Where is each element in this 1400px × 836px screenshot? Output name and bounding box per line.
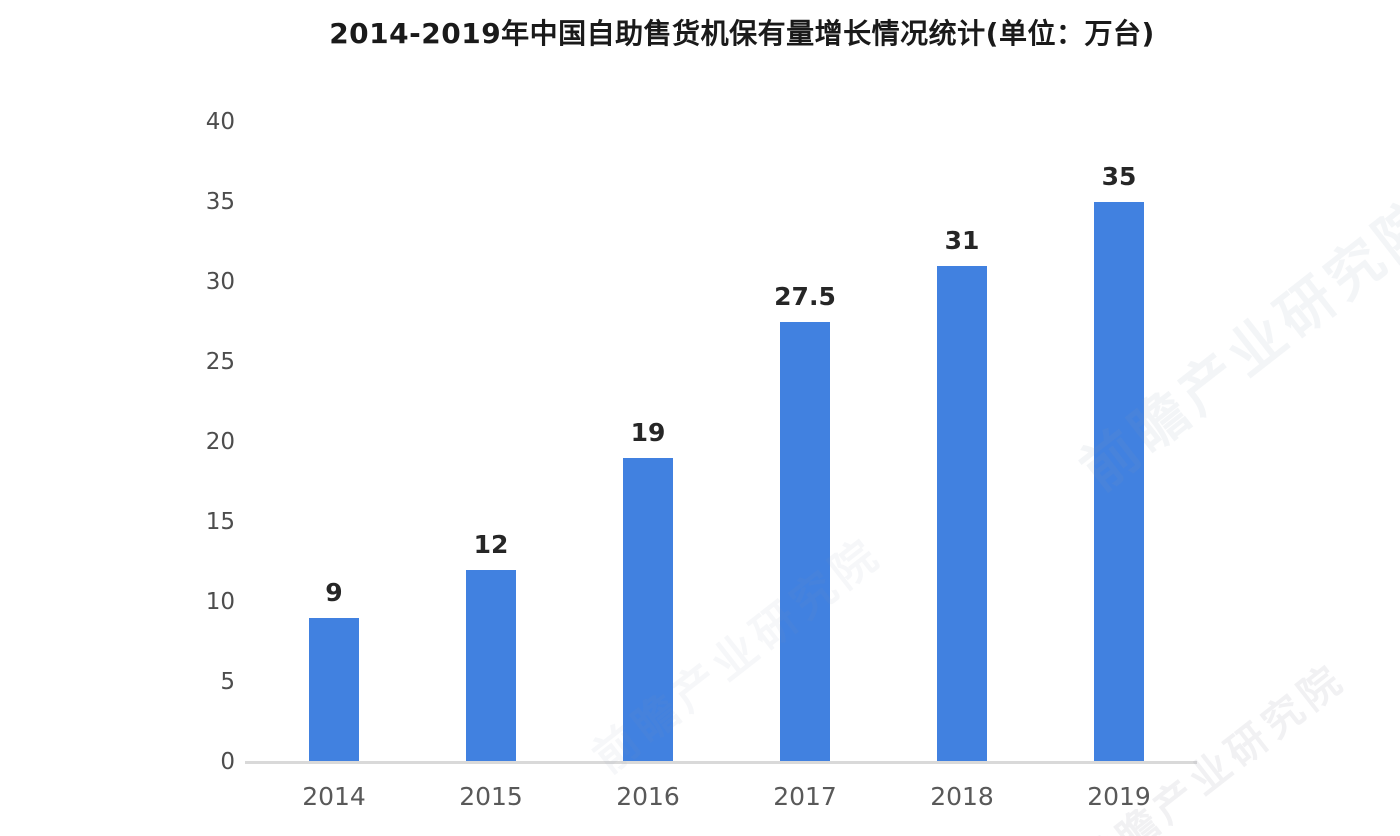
x-tick-label: 2015 [459, 782, 523, 811]
x-tick-label: 2018 [930, 782, 994, 811]
bar [780, 322, 830, 762]
x-tick-label: 2014 [302, 782, 366, 811]
bar [937, 266, 987, 762]
x-tick-label: 2019 [1087, 782, 1151, 811]
bar-value-label: 19 [630, 418, 666, 447]
bar [309, 618, 359, 762]
y-tick-label: 25 [205, 349, 235, 375]
bar-value-label: 27.5 [774, 282, 836, 311]
y-tick-label: 20 [205, 429, 235, 455]
x-tick-label: 2016 [616, 782, 680, 811]
bar-value-label: 9 [325, 578, 343, 607]
y-tick-label: 10 [205, 589, 235, 615]
bar [466, 570, 516, 762]
bar [623, 458, 673, 762]
y-tick-label: 35 [205, 189, 235, 215]
chart-title: 2014-2019年中国自助售货机保有量增长情况统计(单位：万台) [329, 17, 1155, 50]
y-tick-label: 40 [205, 109, 235, 135]
y-tick-label: 5 [220, 669, 235, 695]
x-tick-label: 2017 [773, 782, 837, 811]
y-tick-label: 15 [205, 509, 235, 535]
y-tick-label: 30 [205, 269, 235, 295]
bar-value-label: 12 [473, 530, 509, 559]
x-axis-line [245, 761, 1197, 764]
bar [1094, 202, 1144, 762]
bar-value-label: 35 [1101, 162, 1137, 191]
bar-value-label: 31 [944, 226, 980, 255]
y-tick-label: 0 [220, 749, 235, 775]
